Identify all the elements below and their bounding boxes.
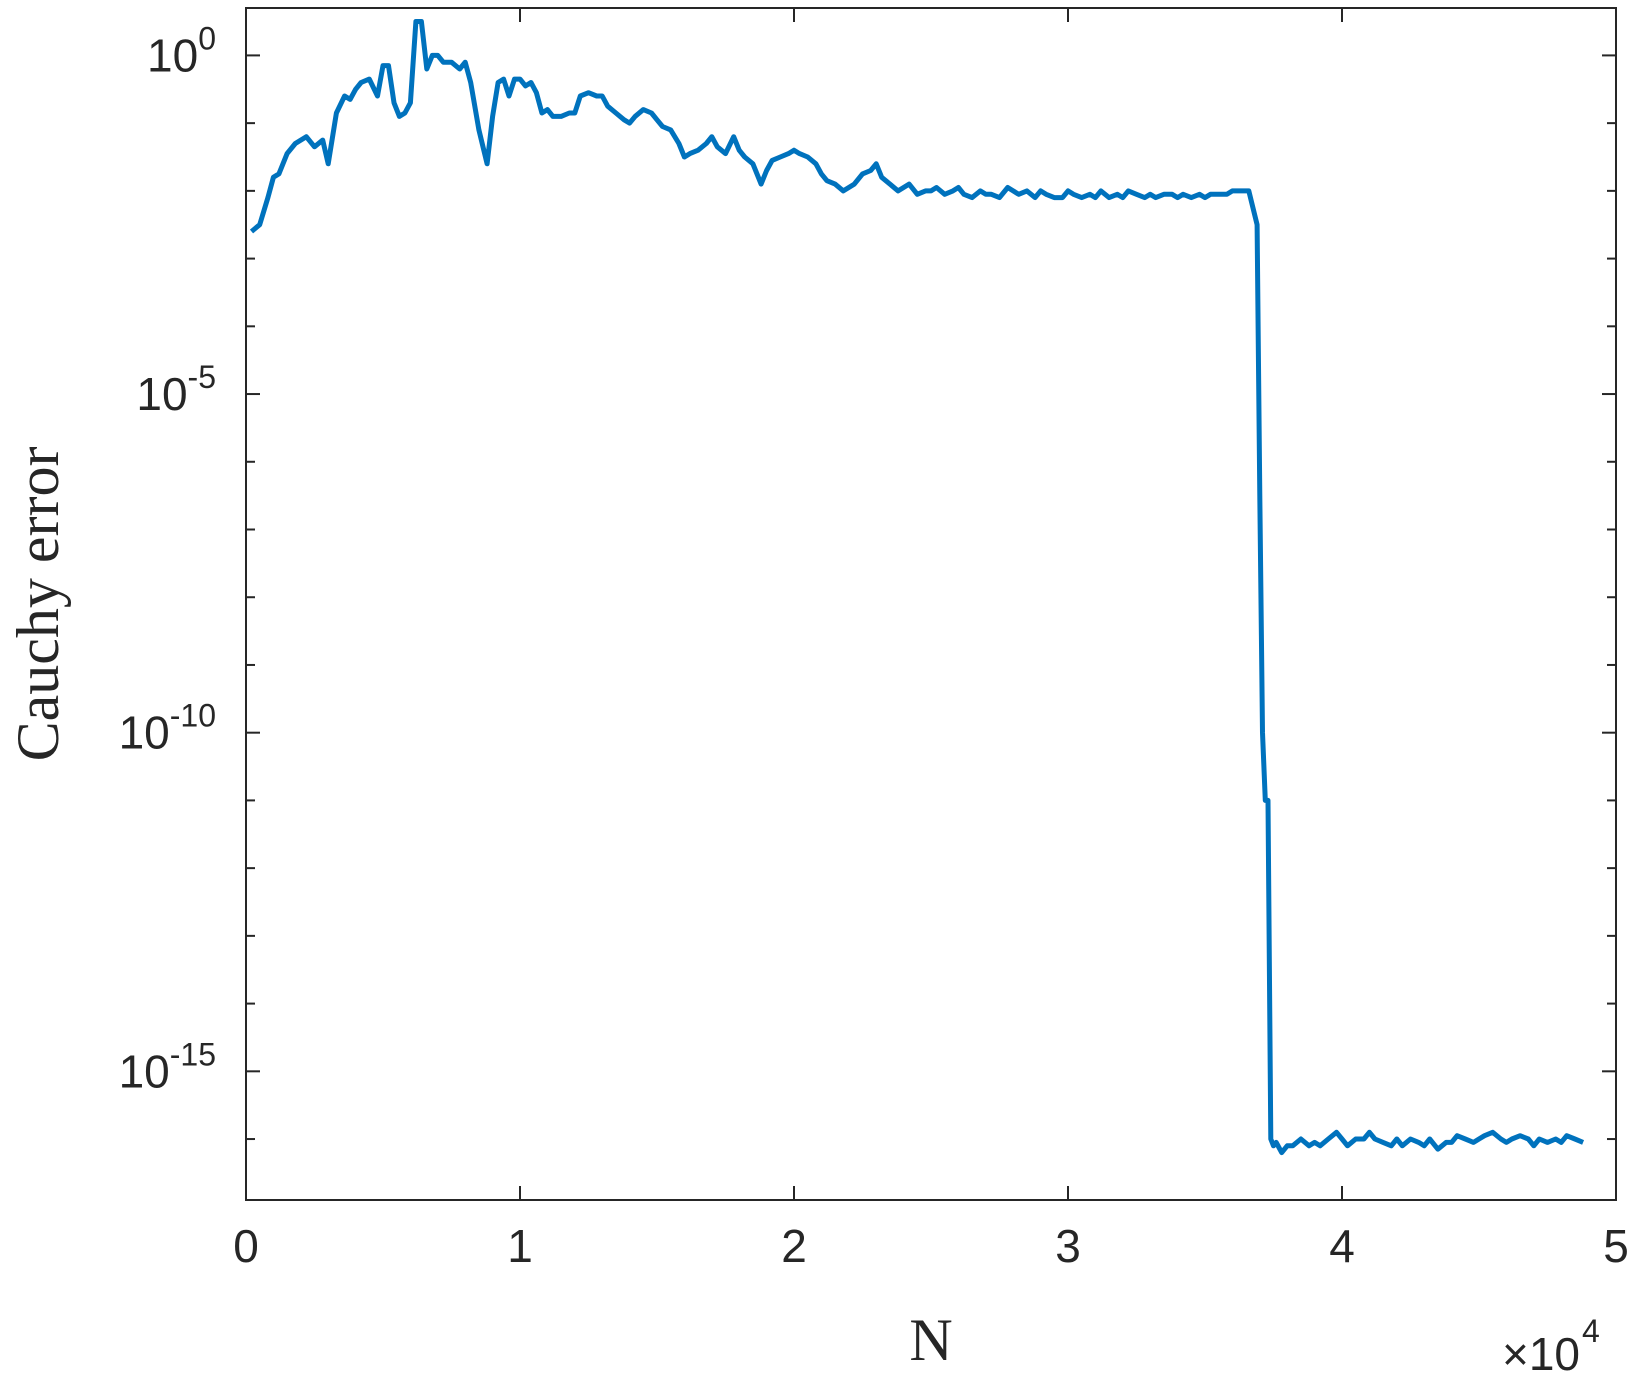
- y-tick-label: 10-10: [119, 698, 216, 759]
- y-axis-label: Cauchy error: [5, 447, 71, 762]
- x-multiplier-exponent: 4: [1582, 1313, 1600, 1349]
- tick-marks-layer: [245, 8, 1617, 1200]
- axes-box: [245, 7, 1617, 1201]
- series-line-layer: [249, 19, 1585, 1156]
- x-tick-label: 4: [1329, 1220, 1355, 1272]
- y-tick-label: 10-5: [136, 359, 216, 420]
- x-axis-multiplier: ×10 4: [1502, 1313, 1600, 1380]
- y-tick-base: 10: [136, 368, 187, 420]
- x-tick-labels: 0 1 2 3 4 5: [233, 1220, 1629, 1272]
- y-tick-exponent: -10: [170, 698, 216, 734]
- x-multiplier-base: ×10: [1502, 1328, 1580, 1380]
- series-line: [249, 19, 1585, 1156]
- x-tick-label: 1: [507, 1220, 533, 1272]
- x-tick-label: 2: [781, 1220, 807, 1272]
- y-tick-exponent: 0: [198, 20, 216, 56]
- y-tick-base: 10: [147, 29, 198, 81]
- y-tick-base: 10: [119, 1045, 170, 1097]
- y-tick-label: 10-15: [119, 1036, 216, 1097]
- x-tick-label: 0: [233, 1220, 259, 1272]
- x-tick-label: 3: [1055, 1220, 1081, 1272]
- x-tick-label: 5: [1603, 1220, 1629, 1272]
- x-axis-label: N: [909, 1307, 952, 1373]
- y-tick-exponent: -15: [170, 1036, 216, 1072]
- y-tick-base: 10: [119, 707, 170, 759]
- y-tick-exponent: -5: [188, 359, 216, 395]
- y-tick-label: 100: [147, 20, 216, 81]
